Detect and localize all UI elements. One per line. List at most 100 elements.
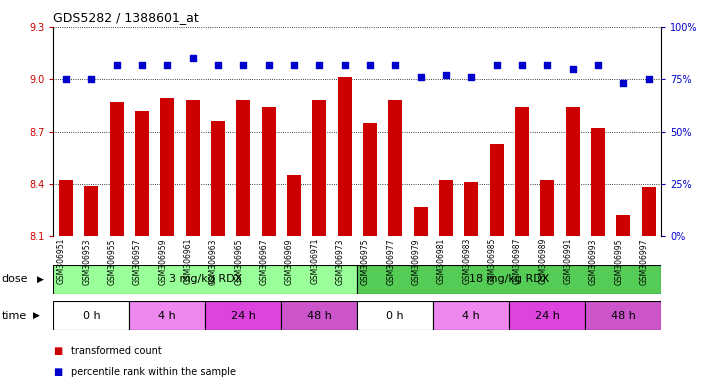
Bar xyxy=(591,128,605,236)
Text: ▶: ▶ xyxy=(33,311,41,320)
Text: GSM306979: GSM306979 xyxy=(412,238,421,285)
Bar xyxy=(53,265,357,294)
Bar xyxy=(312,100,326,236)
Text: GSM306985: GSM306985 xyxy=(488,238,496,285)
Text: GSM306981: GSM306981 xyxy=(437,238,446,284)
Bar xyxy=(161,98,174,236)
Text: ▶: ▶ xyxy=(37,275,44,284)
Point xyxy=(213,61,224,68)
Bar xyxy=(205,301,282,330)
Bar xyxy=(129,301,205,330)
Bar xyxy=(236,100,250,236)
Text: GSM306995: GSM306995 xyxy=(614,238,624,285)
Bar xyxy=(211,121,225,236)
Point xyxy=(592,61,604,68)
Text: GSM306955: GSM306955 xyxy=(107,238,117,285)
Text: GSM306959: GSM306959 xyxy=(159,238,167,285)
Point xyxy=(466,74,477,80)
Point xyxy=(60,76,72,82)
Bar xyxy=(414,207,427,236)
Point xyxy=(111,61,122,68)
Point xyxy=(339,61,351,68)
Text: 3 mg/kg RDX: 3 mg/kg RDX xyxy=(169,274,242,285)
Point xyxy=(161,61,173,68)
Point xyxy=(491,61,502,68)
Text: GSM306989: GSM306989 xyxy=(538,238,547,285)
Point xyxy=(440,72,451,78)
Text: 24 h: 24 h xyxy=(535,311,560,321)
Bar xyxy=(439,180,453,236)
Point xyxy=(542,61,553,68)
Bar xyxy=(357,265,661,294)
Text: GSM306967: GSM306967 xyxy=(260,238,269,285)
Point xyxy=(618,80,629,86)
Bar xyxy=(509,301,585,330)
Text: GSM306965: GSM306965 xyxy=(235,238,243,285)
Bar xyxy=(338,78,351,236)
Text: GSM306957: GSM306957 xyxy=(133,238,142,285)
Bar xyxy=(53,301,129,330)
Bar xyxy=(566,107,579,236)
Point xyxy=(415,74,427,80)
Bar xyxy=(287,175,301,236)
Text: dose: dose xyxy=(1,274,28,285)
Point xyxy=(85,76,97,82)
Text: 48 h: 48 h xyxy=(611,311,636,321)
Bar xyxy=(641,187,656,236)
Bar xyxy=(540,180,554,236)
Bar xyxy=(388,100,402,236)
Bar xyxy=(282,301,357,330)
Text: 4 h: 4 h xyxy=(159,311,176,321)
Text: GSM306983: GSM306983 xyxy=(462,238,471,285)
Bar xyxy=(186,100,200,236)
Bar xyxy=(490,144,503,236)
Text: GSM306975: GSM306975 xyxy=(361,238,370,285)
Text: GSM306961: GSM306961 xyxy=(183,238,193,285)
Bar xyxy=(109,102,124,236)
Bar xyxy=(433,301,509,330)
Point xyxy=(137,61,148,68)
Point xyxy=(390,61,401,68)
Text: GSM306951: GSM306951 xyxy=(57,238,66,285)
Bar xyxy=(357,301,433,330)
Text: GSM306991: GSM306991 xyxy=(564,238,572,285)
Text: 24 h: 24 h xyxy=(231,311,256,321)
Text: GSM306953: GSM306953 xyxy=(82,238,91,285)
Text: ■: ■ xyxy=(53,367,63,377)
Point xyxy=(314,61,325,68)
Text: GSM306963: GSM306963 xyxy=(209,238,218,285)
Text: percentile rank within the sample: percentile rank within the sample xyxy=(71,367,236,377)
Text: 18 mg/kg RDX: 18 mg/kg RDX xyxy=(469,274,550,285)
Text: transformed count: transformed count xyxy=(71,346,162,356)
Text: GDS5282 / 1388601_at: GDS5282 / 1388601_at xyxy=(53,12,199,25)
Bar xyxy=(464,182,479,236)
Bar xyxy=(616,215,630,236)
Bar xyxy=(515,107,529,236)
Text: ■: ■ xyxy=(53,346,63,356)
Bar xyxy=(85,185,98,236)
Text: GSM306993: GSM306993 xyxy=(589,238,598,285)
Text: time: time xyxy=(1,311,27,321)
Bar xyxy=(585,301,661,330)
Point xyxy=(643,76,654,82)
Point xyxy=(237,61,249,68)
Point xyxy=(288,61,299,68)
Point xyxy=(516,61,528,68)
Text: 4 h: 4 h xyxy=(462,311,480,321)
Bar xyxy=(363,123,377,236)
Text: 0 h: 0 h xyxy=(387,311,404,321)
Point xyxy=(187,55,198,61)
Point xyxy=(567,66,578,72)
Text: GSM306987: GSM306987 xyxy=(513,238,522,285)
Text: GSM306997: GSM306997 xyxy=(640,238,648,285)
Text: GSM306969: GSM306969 xyxy=(285,238,294,285)
Text: 0 h: 0 h xyxy=(82,311,100,321)
Text: GSM306977: GSM306977 xyxy=(386,238,395,285)
Text: GSM306971: GSM306971 xyxy=(310,238,319,285)
Bar xyxy=(59,180,73,236)
Bar xyxy=(262,107,276,236)
Point xyxy=(364,61,375,68)
Bar xyxy=(135,111,149,236)
Point xyxy=(263,61,274,68)
Text: GSM306973: GSM306973 xyxy=(336,238,345,285)
